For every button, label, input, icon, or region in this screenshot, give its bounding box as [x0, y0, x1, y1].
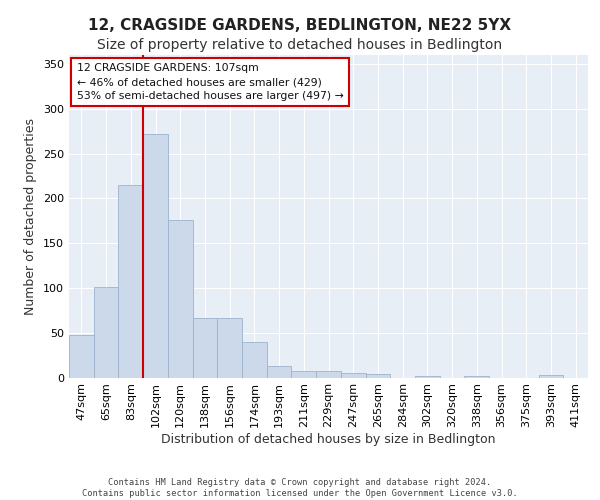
- Text: 12 CRAGSIDE GARDENS: 107sqm
← 46% of detached houses are smaller (429)
53% of se: 12 CRAGSIDE GARDENS: 107sqm ← 46% of det…: [77, 63, 344, 101]
- Bar: [292, 371, 316, 378]
- Text: 12, CRAGSIDE GARDENS, BEDLINGTON, NE22 5YX: 12, CRAGSIDE GARDENS, BEDLINGTON, NE22 5…: [88, 18, 512, 32]
- Bar: [316, 371, 341, 378]
- Bar: [267, 366, 292, 378]
- Bar: [193, 318, 217, 378]
- Bar: [118, 185, 143, 378]
- Bar: [464, 376, 489, 378]
- Bar: [217, 318, 242, 378]
- Bar: [415, 376, 440, 378]
- Bar: [168, 220, 193, 378]
- Bar: [242, 342, 267, 378]
- Text: Size of property relative to detached houses in Bedlington: Size of property relative to detached ho…: [97, 38, 503, 52]
- X-axis label: Distribution of detached houses by size in Bedlington: Distribution of detached houses by size …: [161, 433, 496, 446]
- Bar: [341, 373, 365, 378]
- Bar: [365, 374, 390, 378]
- Bar: [69, 336, 94, 378]
- Text: Contains HM Land Registry data © Crown copyright and database right 2024.
Contai: Contains HM Land Registry data © Crown c…: [82, 478, 518, 498]
- Bar: [143, 134, 168, 378]
- Y-axis label: Number of detached properties: Number of detached properties: [25, 118, 37, 315]
- Bar: [94, 287, 118, 378]
- Bar: [539, 375, 563, 378]
